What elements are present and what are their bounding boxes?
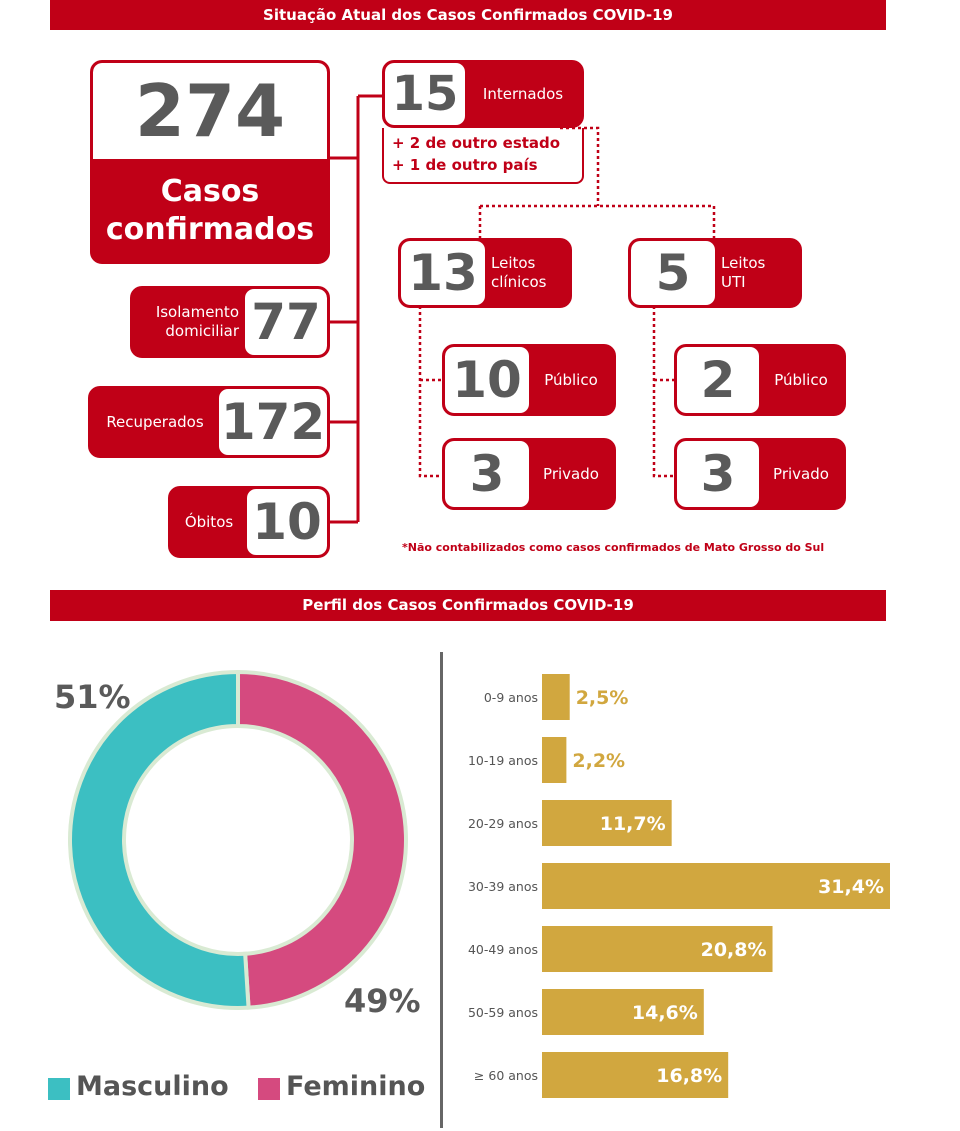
isolamento-label-line2: domiciliar <box>165 322 239 340</box>
bar-1 <box>542 737 567 783</box>
internados-card: 15 Internados <box>382 60 584 128</box>
bar-value-label: 31,4% <box>818 876 884 898</box>
clinicos-publico-value: 10 <box>445 347 529 413</box>
confirmados-card: 274 Casos confirmados <box>90 60 330 264</box>
uti-privado-label: Privado <box>773 464 829 483</box>
leitos-uti-label-line2: UTI <box>721 273 746 291</box>
gender-donut-chart <box>68 669 408 1010</box>
bar-value-label: 20,8% <box>701 939 767 961</box>
recuperados-value: 172 <box>219 389 327 455</box>
situacao-banner: Situação Atual dos Casos Confirmados COV… <box>50 0 886 30</box>
leitos-clinicos-label-line1: Leitos <box>491 254 536 272</box>
donut-value-masculino: 51% <box>54 678 131 716</box>
age-bar-chart: 0-9 anos 2,5% 10-19 anos 2,2% 20-29 anos 11,7… <box>468 674 890 1098</box>
leitos-uti-label-line1: Leitos <box>721 254 766 272</box>
leitos-uti-value: 5 <box>631 241 715 305</box>
bar-category-label: 30-39 anos <box>468 879 538 894</box>
bar-2 <box>542 800 672 846</box>
bar-category-label: 10-19 anos <box>468 753 538 768</box>
bar-3 <box>542 863 890 909</box>
internados-extra-pais: + 1 de outro país <box>392 156 538 174</box>
perfil-banner: Perfil dos Casos Confirmados COVID-19 <box>50 590 886 621</box>
isolamento-value: 77 <box>245 289 327 355</box>
bar-category-label: 50-59 anos <box>468 1005 538 1020</box>
bar-value-label: 2,2% <box>572 750 625 772</box>
recuperados-card: Recuperados 172 <box>88 386 330 458</box>
footnote: *Não contabilizados como casos confirmad… <box>402 541 825 554</box>
obitos-label: Óbitos <box>184 512 234 531</box>
confirmados-label: Casos confirmados <box>93 163 327 259</box>
bar-4 <box>542 926 773 972</box>
internados-extra: + 2 de outro estado + 1 de outro país <box>382 128 584 184</box>
bar-0 <box>542 674 570 720</box>
donut-slice-masculino <box>68 669 251 1010</box>
bar-category-label: 20-29 anos <box>468 816 538 831</box>
leitos-clinicos-value: 13 <box>401 241 485 305</box>
bar-value-label: 2,5% <box>576 687 629 709</box>
confirmados-label-line1: Casos <box>160 174 260 209</box>
internados-value: 15 <box>385 63 465 125</box>
recuperados-label: Recuperados <box>106 412 204 431</box>
bar-category-label: 40-49 anos <box>468 942 538 957</box>
legend-label-feminino: Feminino <box>286 1071 426 1102</box>
bar-value-label: 14,6% <box>632 1002 698 1024</box>
bar-value-label: 16,8% <box>656 1065 722 1087</box>
leitos-clinicos-label: Leitos clínicos <box>485 241 569 305</box>
confirmados-value: 274 <box>93 63 327 159</box>
bar-value-label: 11,7% <box>600 813 666 835</box>
clinicos-publico-card: 10 Público <box>442 344 616 416</box>
bar-category-label: ≥ 60 anos <box>474 1068 538 1083</box>
clinicos-publico-label: Público <box>544 370 598 389</box>
uti-publico-card: 2 Público <box>674 344 846 416</box>
obitos-card: Óbitos 10 <box>168 486 330 558</box>
bar-category-label: 0-9 anos <box>484 690 538 705</box>
legend-swatch-masculino <box>48 1078 70 1100</box>
clinicos-privado-value: 3 <box>445 441 529 507</box>
donut-value-feminino: 49% <box>344 982 421 1020</box>
legend-label-masculino: Masculino <box>76 1071 229 1102</box>
leitos-clinicos-card: 13 Leitos clínicos <box>398 238 572 308</box>
connector-lines <box>328 94 716 524</box>
uti-publico-label: Público <box>774 370 828 389</box>
uti-publico-value: 2 <box>677 347 759 413</box>
isolamento-card: Isolamento domiciliar 77 <box>130 286 330 358</box>
internados-label: Internados <box>482 84 564 103</box>
isolamento-label: Isolamento domiciliar <box>133 289 245 355</box>
internados-extra-estado: + 2 de outro estado <box>392 134 561 152</box>
bar-5 <box>542 989 704 1035</box>
confirmados-label-line2: confirmados <box>105 212 315 247</box>
uti-privado-card: 3 Privado <box>674 438 846 510</box>
obitos-value: 10 <box>247 489 327 555</box>
leitos-clinicos-label-line2: clínicos <box>491 273 547 291</box>
isolamento-label-line1: Isolamento <box>155 303 239 321</box>
donut-slice-feminino <box>236 669 408 1010</box>
section-divider <box>440 652 443 1128</box>
clinicos-privado-card: 3 Privado <box>442 438 616 510</box>
leitos-uti-card: 5 Leitos UTI <box>628 238 802 308</box>
bar-6 <box>542 1052 729 1098</box>
legend-swatch-feminino <box>258 1078 280 1100</box>
uti-privado-value: 3 <box>677 441 759 507</box>
leitos-uti-label: Leitos UTI <box>715 241 799 305</box>
clinicos-privado-label: Privado <box>543 464 599 483</box>
